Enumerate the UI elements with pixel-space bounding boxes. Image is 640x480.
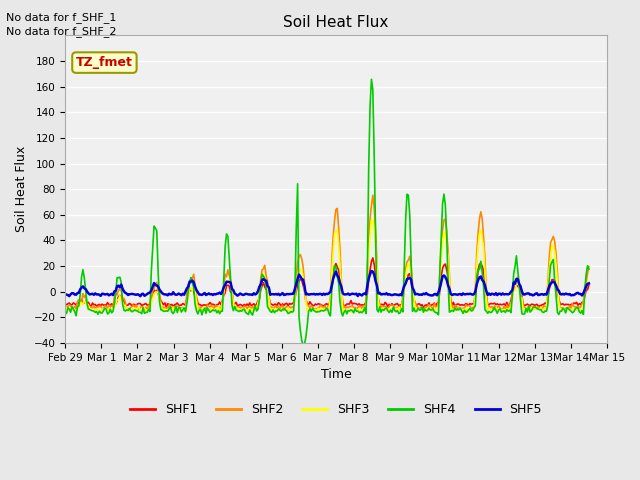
SHF4	[95, 308, 103, 314]
SHF5	[437, 279, 445, 285]
Text: No data for f_SHF_1: No data for f_SHF_1	[6, 12, 116, 23]
SHF4	[367, 76, 375, 82]
Line: SHF2: SHF2	[65, 195, 589, 311]
SHF2	[61, 305, 69, 311]
SHF5	[367, 268, 375, 274]
SHF4	[300, 342, 307, 348]
SHF1	[437, 274, 445, 279]
SHF3	[515, 283, 523, 289]
SHF3	[436, 276, 444, 281]
SHF5	[79, 284, 87, 289]
SHF3	[369, 216, 377, 222]
SHF3	[584, 279, 591, 285]
SHF5	[584, 281, 591, 287]
SHF1	[420, 305, 428, 311]
SHF4	[437, 235, 445, 241]
X-axis label: Time: Time	[321, 368, 351, 381]
SHF4	[79, 267, 87, 273]
SHF3	[585, 279, 593, 285]
SHF2	[95, 303, 103, 309]
SHF1	[584, 287, 591, 292]
SHF1	[331, 264, 339, 270]
SHF1	[369, 255, 377, 261]
Line: SHF1: SHF1	[65, 258, 589, 308]
SHF1	[585, 282, 593, 288]
SHF4	[332, 264, 340, 270]
SHF2	[515, 280, 523, 286]
SHF3	[462, 310, 470, 315]
SHF5	[332, 269, 340, 275]
SHF4	[584, 263, 591, 269]
SHF3	[95, 308, 103, 314]
SHF5	[136, 293, 144, 299]
Y-axis label: Soil Heat Flux: Soil Heat Flux	[15, 146, 28, 232]
SHF5	[95, 292, 103, 298]
SHF5	[61, 291, 69, 297]
SHF1	[95, 301, 103, 307]
SHF2	[332, 207, 340, 213]
SHF5	[585, 280, 593, 286]
SHF2	[182, 308, 189, 313]
Text: No data for f_SHF_2: No data for f_SHF_2	[6, 26, 117, 37]
SHF4	[61, 309, 69, 315]
Line: SHF4: SHF4	[65, 79, 589, 345]
SHF3	[61, 308, 69, 313]
SHF1	[515, 284, 523, 290]
SHF3	[79, 302, 87, 308]
SHF4	[515, 280, 523, 286]
Text: TZ_fmet: TZ_fmet	[76, 56, 133, 69]
Title: Soil Heat Flux: Soil Heat Flux	[284, 15, 388, 30]
SHF2	[585, 264, 593, 270]
SHF1	[61, 301, 69, 307]
SHF4	[585, 266, 593, 272]
SHF2	[79, 290, 87, 296]
SHF2	[369, 192, 377, 198]
Legend: SHF1, SHF2, SHF3, SHF4, SHF5: SHF1, SHF2, SHF3, SHF4, SHF5	[125, 398, 547, 421]
Line: SHF3: SHF3	[65, 219, 589, 312]
SHF5	[515, 281, 523, 287]
SHF3	[331, 231, 339, 237]
Line: SHF5: SHF5	[65, 271, 589, 296]
SHF2	[584, 271, 591, 277]
SHF2	[437, 245, 445, 251]
SHF1	[79, 300, 87, 306]
